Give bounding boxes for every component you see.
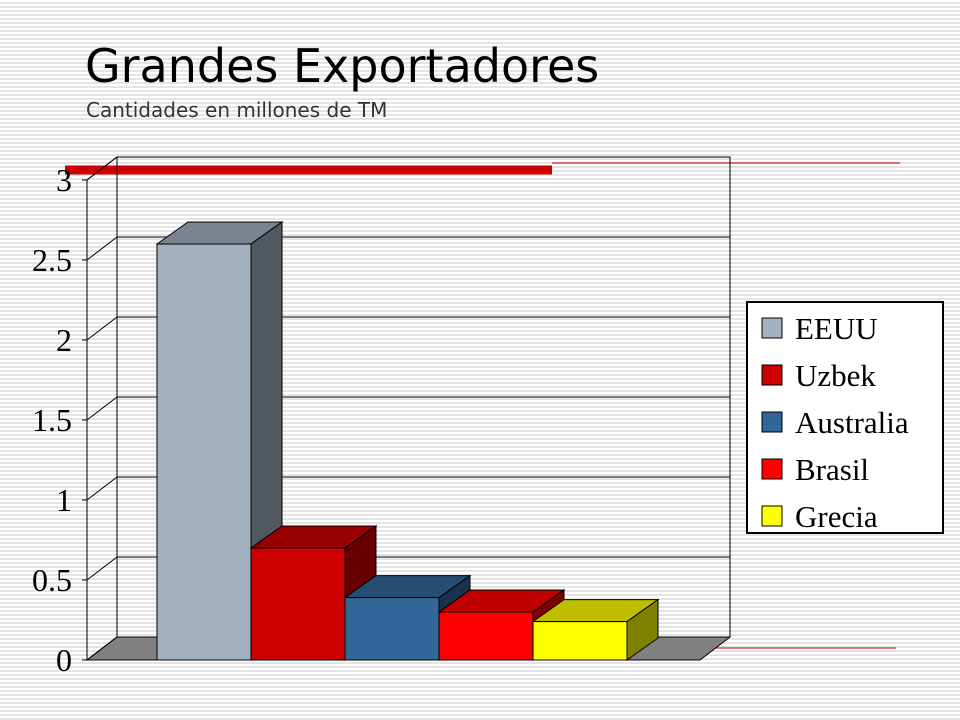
legend-swatch <box>761 317 783 339</box>
grid-line <box>86 156 730 181</box>
legend-swatch <box>761 458 783 480</box>
grid-line <box>86 396 730 421</box>
y-tick-label: 3 <box>56 162 72 198</box>
y-tick-label: 0 <box>56 642 72 678</box>
bar <box>438 611 534 661</box>
y-tick-label: 1 <box>56 482 72 518</box>
grid-line <box>86 236 730 261</box>
bar <box>250 547 346 661</box>
legend-label: Brasil <box>795 452 869 487</box>
y-tick-label: 2.5 <box>32 242 72 278</box>
legend-label: Uzbek <box>795 358 876 393</box>
legend-label: Grecia <box>795 499 878 534</box>
bar <box>344 597 440 661</box>
legend-swatch <box>761 505 783 527</box>
grid-line <box>86 556 730 581</box>
grid-line <box>86 476 730 501</box>
legend-label: Australia <box>795 405 909 440</box>
chart-subtitle: Cantidades en millones de TM <box>86 98 387 122</box>
legend-swatch <box>761 411 783 433</box>
chart-title: Grandes Exportadores <box>85 39 599 93</box>
y-tick-label: 1.5 <box>32 402 72 438</box>
bar <box>532 621 628 661</box>
y-tick-label: 2 <box>56 322 72 358</box>
bar <box>156 243 252 661</box>
legend-swatch <box>761 364 783 386</box>
grid-line <box>86 316 730 341</box>
legend-label: EEUU <box>795 311 878 346</box>
y-tick-label: 0.5 <box>32 562 72 598</box>
